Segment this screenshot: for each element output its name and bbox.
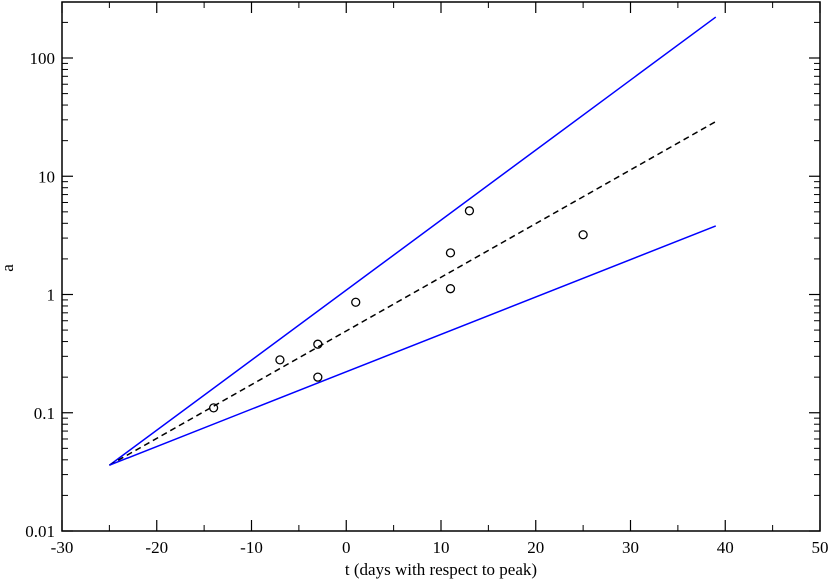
data-point: [208, 403, 219, 413]
y-axis-label: a: [0, 264, 17, 272]
y-tick-label: 10: [38, 167, 55, 186]
data-point: [464, 206, 475, 216]
axis-ticks: [61, 2, 821, 532]
data-point: [313, 339, 323, 349]
x-tick-label: -30: [51, 538, 74, 557]
y-tick-label: 0.01: [25, 522, 55, 541]
data-point: [313, 372, 323, 382]
data-point: [351, 297, 361, 307]
x-tick-label: 10: [433, 538, 450, 557]
y-tick-label: 100: [30, 49, 56, 68]
y-tick-label: 0.1: [34, 404, 55, 423]
data-point: [445, 284, 456, 294]
data-point: [578, 230, 588, 240]
x-tick-label: -20: [145, 538, 168, 557]
fit-lines: [108, 16, 717, 466]
x-tick-label: 30: [622, 538, 639, 557]
x-tick-label: 50: [812, 538, 829, 557]
plot-frame: [61, 1, 821, 532]
x-tick-label: 40: [717, 538, 734, 557]
x-tick-label: 0: [342, 538, 351, 557]
tick-labels: -30 -20 -10 0 10 20 30 40 50 0.01 0.1 1 10 100: [25, 49, 828, 557]
lower-bound-line: [109, 225, 717, 466]
data-point: [275, 355, 285, 365]
x-axis-label: t (days with respect to peak): [345, 560, 537, 579]
y-tick-label: 1: [47, 286, 56, 305]
upper-bound-line: [108, 16, 717, 466]
data-points: [208, 206, 588, 413]
data-point: [445, 248, 456, 258]
dashed-fit-line: [109, 120, 717, 466]
x-tick-label: 20: [527, 538, 544, 557]
x-tick-label: -10: [240, 538, 263, 557]
